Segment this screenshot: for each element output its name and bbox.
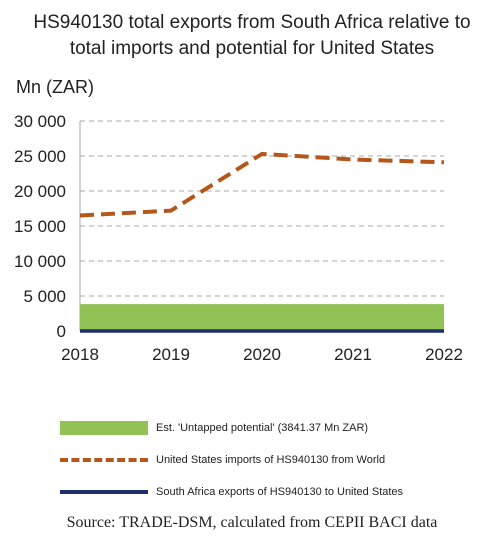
us-imports-line — [79, 151, 445, 218]
y-tick-label: 10 000 — [14, 252, 66, 271]
y-tick-label: 25 000 — [14, 147, 66, 166]
legend-item-us-imports: United States imports of HS940130 from W… — [60, 450, 385, 470]
legend-swatch-area — [60, 421, 148, 435]
legend-item-sa-exports: South Africa exports of HS940130 to Unit… — [60, 482, 403, 502]
chart-title: HS940130 total exports from South Africa… — [0, 10, 504, 62]
untapped-potential-area-fill — [80, 304, 444, 331]
x-tick-label: 2021 — [334, 345, 372, 364]
x-tick-label: 2018 — [61, 345, 99, 364]
x-tick-label: 2019 — [152, 345, 190, 364]
legend-label: Est. 'Untapped potential' (3841.37 Mn ZA… — [156, 422, 369, 434]
y-tick-labels: 0 5 000 10 000 15 000 20 000 25 000 30 000 — [14, 112, 66, 341]
legend-swatch-solid — [60, 490, 148, 494]
x-tick-label: 2020 — [243, 345, 281, 364]
untapped-potential-area — [80, 304, 444, 331]
y-tick-label: 5 000 — [23, 287, 66, 306]
legend-swatch-dashed — [60, 458, 148, 462]
y-axis-unit-label: Mn (ZAR) — [16, 77, 94, 97]
series-lines — [79, 151, 445, 333]
chart-title-line-1: HS940130 total exports from South Africa… — [33, 12, 471, 33]
legend-item-untapped-potential: Est. 'Untapped potential' (3841.37 Mn ZA… — [60, 418, 368, 438]
y-tick-label: 30 000 — [14, 112, 66, 131]
chart-plot: 0 5 000 10 000 15 000 20 000 25 000 30 000 201… — [14, 112, 463, 364]
x-tick-labels: 2018 2019 2020 2021 2022 — [61, 345, 463, 364]
chart-title-line-2: total imports and potential for United S… — [69, 38, 435, 59]
y-tick-label: 15 000 — [14, 217, 66, 236]
source-note: Source: TRADE-DSM, calculated from CEPII… — [66, 514, 438, 531]
y-tick-label: 0 — [57, 322, 66, 341]
x-tick-label: 2022 — [425, 345, 463, 364]
legend-label: South Africa exports of HS940130 to Unit… — [156, 486, 404, 498]
y-tick-label: 20 000 — [14, 182, 66, 201]
legend-label: United States imports of HS940130 from W… — [156, 454, 386, 466]
